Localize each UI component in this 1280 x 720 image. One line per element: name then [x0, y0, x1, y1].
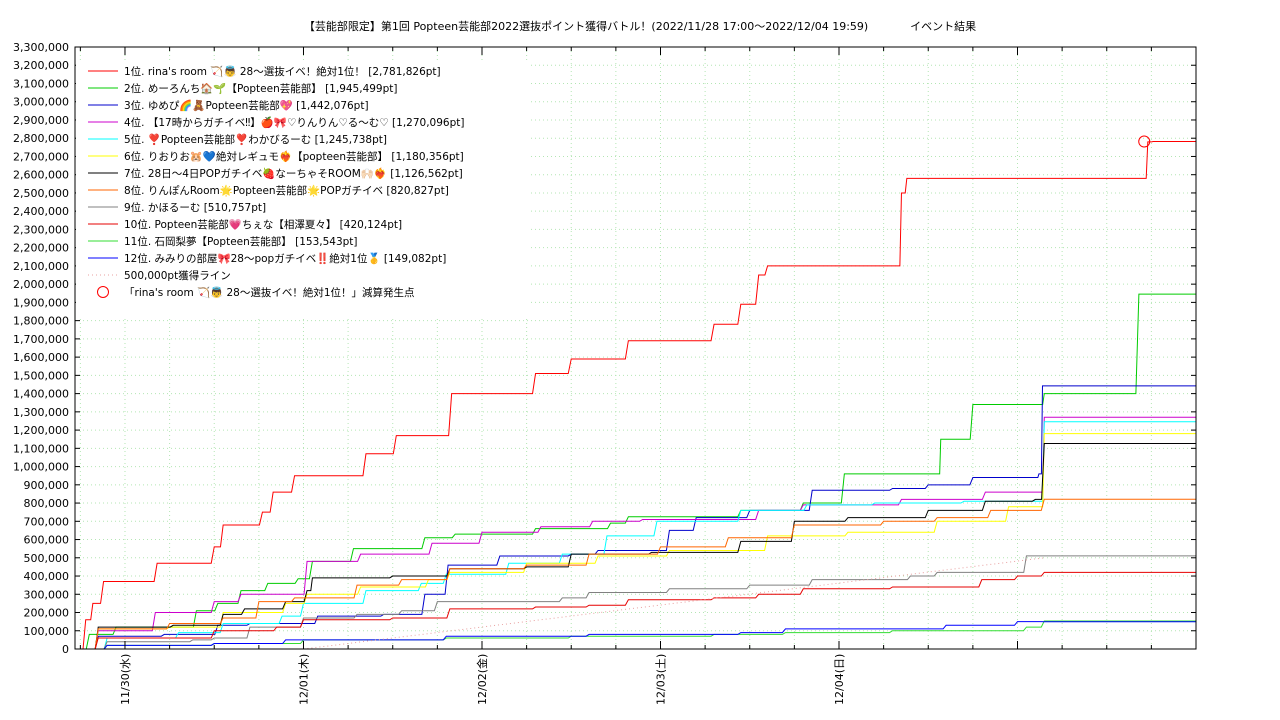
y-tick-label: 1,500,000	[13, 369, 69, 382]
y-tick-label: 0	[62, 643, 69, 656]
series-line-9	[76, 555, 1196, 650]
y-tick-label: 2,100,000	[13, 260, 69, 273]
x-tick-label: 11/30(水)	[119, 654, 132, 705]
x-tick-label: 12/03(土)	[654, 654, 667, 705]
y-tick-label: 600,000	[24, 534, 70, 547]
plot-frame	[74, 46, 1197, 650]
legend-entry-label: 500,000pt獲得ライン	[124, 269, 231, 282]
series-line-10	[76, 571, 1196, 650]
y-tick-label: 200,000	[24, 607, 70, 620]
legend-entry-label: 4位. 【17時からガチイベ‼】🍎🎀♡りんりん♡る〜む♡ [1,270,096p…	[124, 116, 464, 129]
y-tick-label: 400,000	[24, 570, 70, 583]
legend-entry-label: 2位. めーろんち🏠🌱【Popteen芸能部】 [1,945,499pt]	[124, 82, 398, 95]
y-tick-label: 2,700,000	[13, 150, 69, 163]
legend-entry-label: 12位. みみりの部屋🎀28〜popガチイベ‼️絶対1位🥇 [149,082pt…	[124, 252, 446, 265]
legend-marker-label: 「rina's room 🏹👼 28〜選抜イベ！絶対1位！」減算発生点	[124, 286, 415, 299]
y-tick-label: 300,000	[24, 588, 70, 601]
series-line-3	[76, 385, 1196, 650]
y-tick-label: 1,400,000	[13, 388, 69, 401]
legend-entry-label: 1位. rina's room 🏹👼 28〜選抜イベ！絶対1位！ [2,781,…	[124, 65, 441, 78]
y-tick-label: 900,000	[24, 479, 70, 492]
legend-box	[76, 61, 531, 317]
legend-marker-swatch	[97, 286, 109, 298]
x-tick-label: 12/04(日)	[833, 654, 846, 705]
y-tick-label: 1,200,000	[13, 424, 69, 437]
series-lines	[76, 135, 1196, 650]
y-tick-label: 3,000,000	[13, 96, 69, 109]
y-tick-label: 1,800,000	[13, 315, 69, 328]
y-tick-label: 2,000,000	[13, 278, 69, 291]
y-tick-label: 3,200,000	[13, 59, 69, 72]
legend-entry-label: 8位. りんぽんRoom🌟Popteen芸能部🌟POPガチイベ [820,827…	[124, 184, 449, 197]
y-tick-label: 1,600,000	[13, 351, 69, 364]
legend: 1位. rina's room 🏹👼 28〜選抜イベ！絶対1位！ [2,781,…	[76, 61, 531, 317]
y-tick-label: 2,600,000	[13, 169, 69, 182]
y-tick-label: 3,300,000	[13, 41, 69, 54]
y-tick-label: 1,100,000	[13, 442, 69, 455]
y-tick-label: 500,000	[24, 552, 70, 565]
y-tick-label: 2,900,000	[13, 114, 69, 127]
series-line-8	[76, 498, 1196, 650]
series-line-13	[303, 557, 1045, 650]
y-tick-label: 2,800,000	[13, 132, 69, 145]
decrease-marker	[1138, 135, 1151, 148]
y-tick-label: 3,100,000	[13, 77, 69, 90]
series-line-1	[76, 141, 1196, 650]
series-line-12	[76, 621, 1196, 650]
legend-entry-label: 10位. Popteen芸能部💗ちぇな【相澤夏々】 [420,124pt]	[124, 218, 402, 231]
series-line-4	[76, 416, 1196, 650]
y-tick-label: 2,200,000	[13, 242, 69, 255]
legend-entry-label: 11位. 石岡梨夢【Popteen芸能部】 [153,543pt]	[124, 235, 358, 248]
axes: 0 100,000 200,000 300,000 400,000 500,000 600,…	[13, 41, 1197, 705]
legend-entry-label: 9位. かほるーむ [510,757pt]	[124, 201, 266, 214]
y-tick-label: 2,500,000	[13, 187, 69, 200]
x-tick-label: 12/02(金)	[475, 654, 489, 705]
y-tick-label: 1,300,000	[13, 406, 69, 419]
legend-entry-label: 6位. りおりお🐹💙絶対レギュモ❤️‍🔥【popteen芸能部】 [1,180,…	[124, 150, 464, 163]
y-tick-label: 1,000,000	[13, 461, 69, 474]
y-tick-label: 100,000	[24, 625, 70, 638]
legend-entry-label: 7位. 28日〜4日POPガチイベ🍓なーちゃそROOM🙌🏻❤️‍🔥 [1,126…	[124, 167, 463, 180]
x-tick-label: 12/01(木)	[297, 654, 310, 705]
y-tick-label: 2,400,000	[13, 205, 69, 218]
y-tick-label: 2,300,000	[13, 223, 69, 236]
legend-entry-label: 3位. ゆめぴ🌈🧸Popteen芸能部💖 [1,442,076pt]	[124, 99, 369, 112]
y-tick-label: 1,900,000	[13, 296, 69, 309]
y-tick-label: 700,000	[24, 515, 70, 528]
y-tick-label: 1,700,000	[13, 333, 69, 346]
y-tick-label: 800,000	[24, 497, 70, 510]
legend-entry-label: 5位. ❣️Popteen芸能部❣️わかびるーむ [1,245,738pt]	[124, 133, 387, 146]
series-line-7	[76, 442, 1196, 650]
chart-title: 【芸能部限定】第1回 Popteen芸能部2022選抜ポイント獲得バトル！(20…	[303, 20, 977, 33]
series-line-2	[76, 293, 1196, 650]
